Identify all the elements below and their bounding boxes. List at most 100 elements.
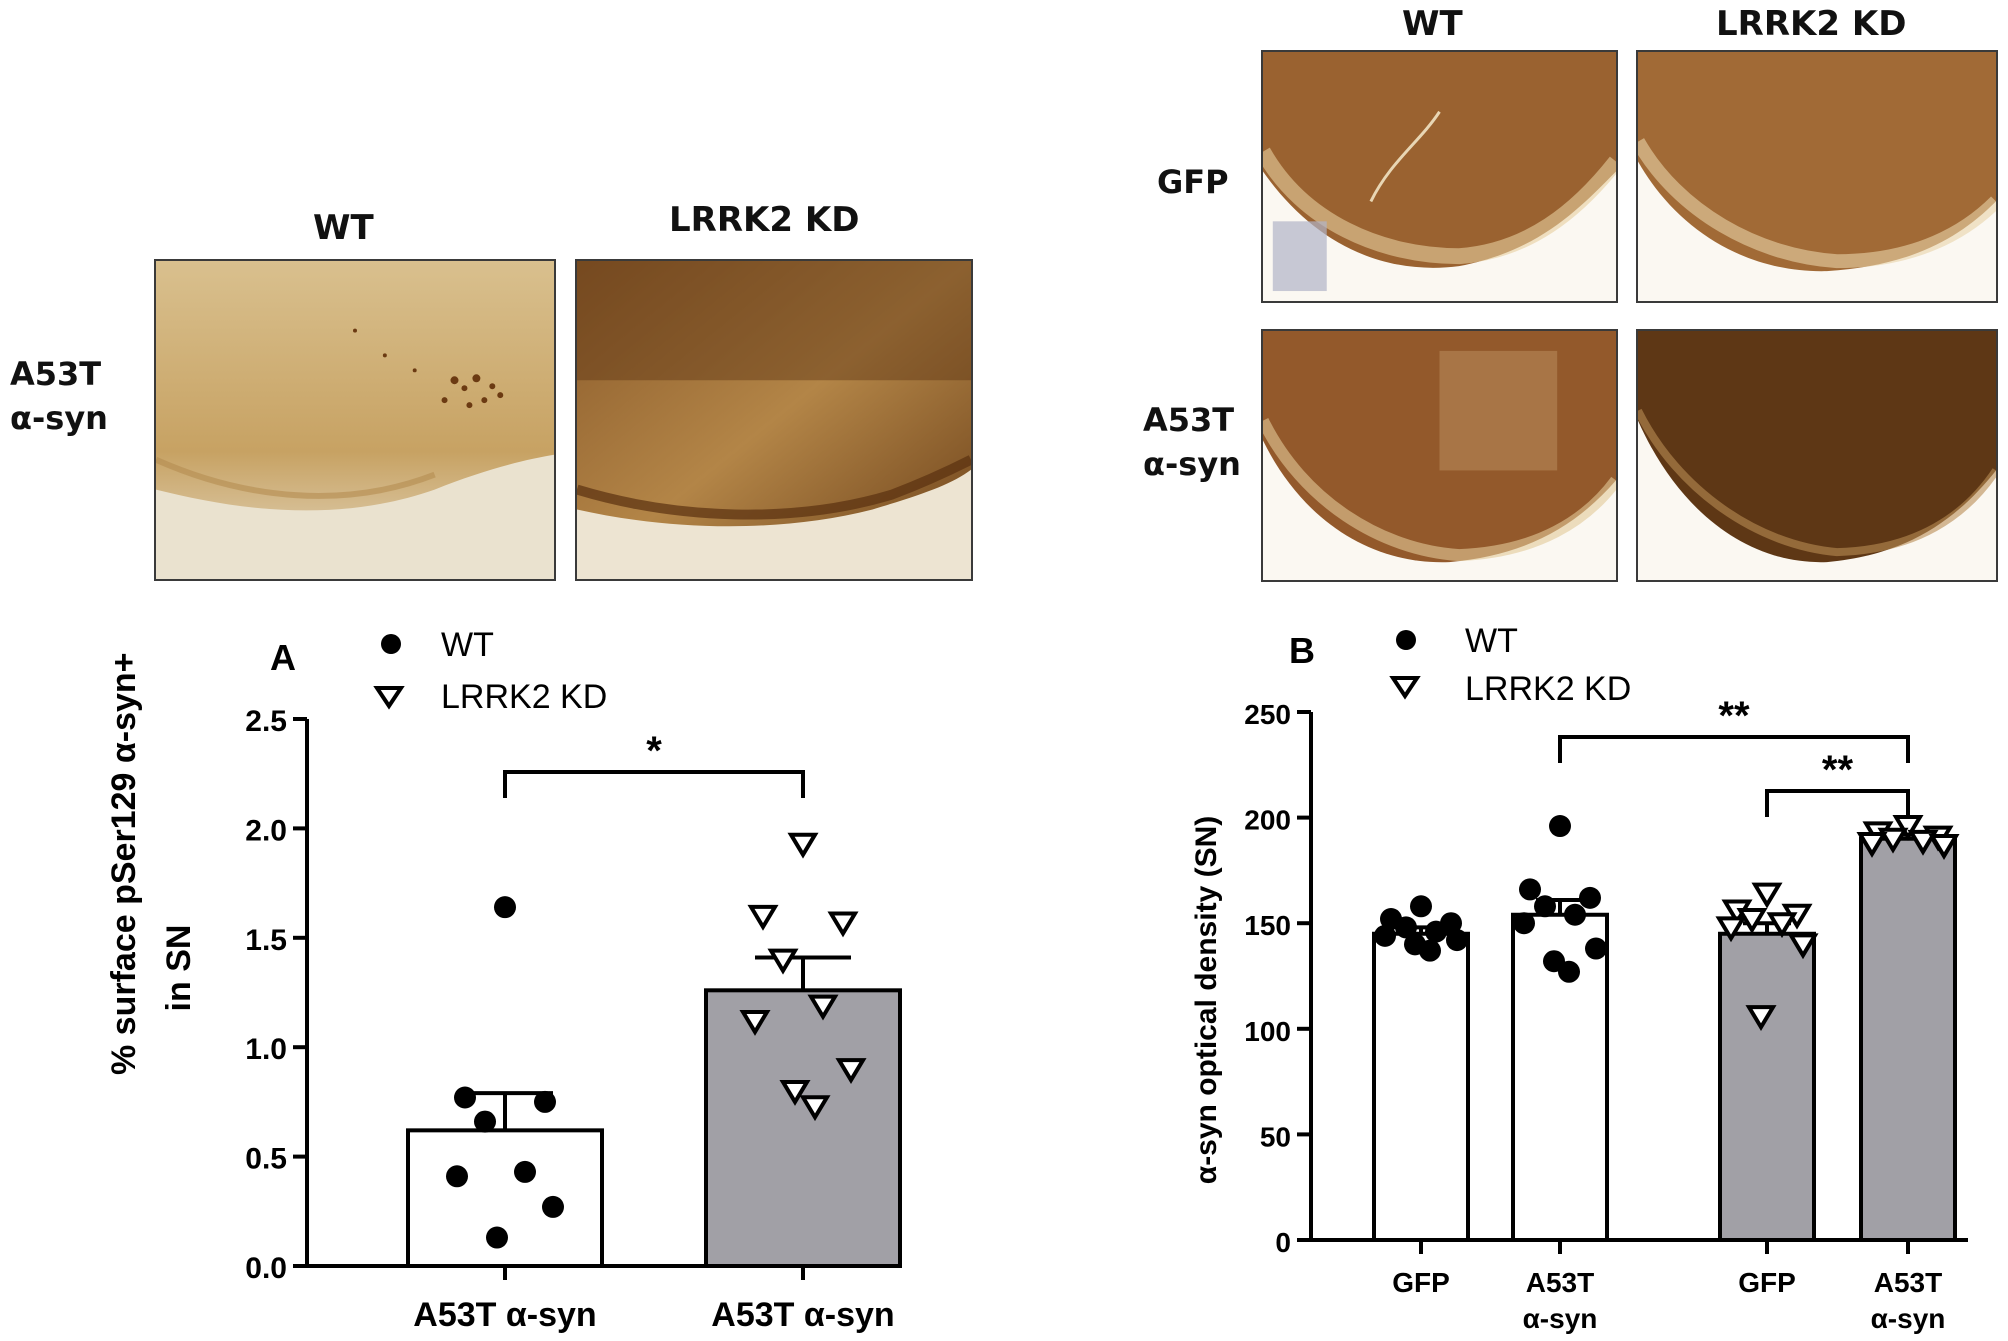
chart-a-ytick-label: 0.0 bbox=[245, 1252, 287, 1285]
chart-a-bar bbox=[406, 1128, 604, 1268]
chart-a-panel-letter: A bbox=[270, 637, 296, 678]
chart-b-point bbox=[1745, 1005, 1777, 1032]
chart-b-point bbox=[1892, 815, 1924, 841]
chart-b-point bbox=[1928, 834, 1960, 860]
chart-b-point bbox=[1751, 882, 1783, 909]
chart-b-significance-label: ** bbox=[1718, 694, 1750, 738]
micrograph-wt-a53t bbox=[154, 259, 556, 581]
right-row-label-a53t: A53T α-syn bbox=[1143, 398, 1241, 486]
chart-a-legend-wt-label: WT bbox=[441, 626, 494, 664]
chart-b-significance-bracket bbox=[1558, 735, 1910, 763]
chart-b-legend-lrrk2kd-label: LRRK2 KD bbox=[1465, 670, 1631, 708]
chart-a-point bbox=[827, 911, 859, 938]
chart-a-point bbox=[446, 1165, 468, 1188]
chart-b-point bbox=[1715, 916, 1747, 943]
micrograph-a53t-lrrk2kd bbox=[1636, 329, 1998, 582]
chart-a-point bbox=[474, 1110, 496, 1133]
chart-b-point bbox=[1877, 827, 1909, 854]
chart-b-legend-wt-marker bbox=[1396, 630, 1416, 650]
chart-b: 0 50 100 150 200 250 GFP A53T α-syn GFP A53T α-syn *… bbox=[1244, 694, 1968, 1334]
chart-b-category-label: GFP bbox=[1392, 1267, 1450, 1298]
chart-b-point bbox=[1579, 886, 1601, 909]
micrograph-gfp-lrrk2kd bbox=[1636, 50, 1998, 303]
chart-b-panel-letter: B bbox=[1289, 630, 1315, 671]
chart-b-ytick-label: 50 bbox=[1260, 1121, 1291, 1152]
chart-a-legend-lrrk2kd-label: LRRK2 KD bbox=[441, 678, 607, 716]
chart-b-ytick-label: 250 bbox=[1244, 699, 1291, 730]
left-col-label-wt: WT bbox=[313, 208, 374, 248]
chart-b-bar bbox=[1859, 836, 1957, 1242]
chart-b-point bbox=[1419, 939, 1441, 962]
chart-b-ylabel: α-syn optical density (SN) bbox=[1190, 816, 1223, 1185]
chart-a-point bbox=[767, 948, 799, 975]
chart-a-point bbox=[494, 896, 516, 919]
chart-b-point bbox=[1425, 920, 1447, 943]
chart-a-legend-lrrk2kd-marker bbox=[373, 686, 405, 710]
chart-a-point bbox=[486, 1226, 508, 1249]
chart-b-ytick-label: 0 bbox=[1275, 1227, 1291, 1258]
micrograph-gfp-wt bbox=[1261, 50, 1618, 303]
chart-a-ytick-label: 0.5 bbox=[245, 1143, 287, 1176]
chart-a-point bbox=[514, 1160, 536, 1183]
chart-a-ylabel-line1: % surface pSer129 α-syn+ bbox=[105, 652, 143, 1075]
chart-a-ylabel-line2: in SN bbox=[160, 925, 198, 1012]
chart-a-legend-wt-marker bbox=[381, 634, 401, 654]
chart-b-category-label: α-syn bbox=[1523, 1303, 1598, 1334]
left-row-label-line1: A53T bbox=[10, 355, 102, 393]
right-col-label-wt: WT bbox=[1402, 4, 1463, 44]
chart-b-point bbox=[1374, 924, 1396, 947]
chart-a-point bbox=[747, 904, 779, 931]
chart-a-ytick-label: 2.0 bbox=[245, 814, 287, 847]
chart-b-legend-lrrk2kd-marker bbox=[1389, 676, 1421, 700]
chart-a-bar bbox=[704, 988, 902, 1268]
right-row-label-gfp-line1: GFP bbox=[1157, 163, 1229, 201]
chart-b-point bbox=[1766, 912, 1798, 939]
right-row-label-a53t-line2: α-syn bbox=[1143, 445, 1241, 483]
left-col-label-lrrk2kd: LRRK2 KD bbox=[669, 200, 860, 240]
chart-a-ytick-label: 1.5 bbox=[245, 924, 287, 957]
chart-b-category-label: α-syn bbox=[1871, 1303, 1946, 1334]
micrograph-a53t-wt bbox=[1261, 329, 1618, 582]
chart-b-ytick-label: 200 bbox=[1244, 805, 1291, 836]
chart-b-point bbox=[1446, 929, 1468, 952]
chart-b-point bbox=[1856, 831, 1888, 858]
chart-b-category-label: A53T bbox=[1526, 1267, 1594, 1298]
chart-b-point bbox=[1907, 829, 1939, 856]
chart-a-ytick-label: 2.5 bbox=[245, 705, 287, 738]
chart-b-legend-wt-label: WT bbox=[1465, 622, 1518, 660]
chart-b-point bbox=[1585, 937, 1607, 960]
chart-a-category-label: A53T α-syn bbox=[413, 1296, 596, 1334]
chart-b-point bbox=[1564, 903, 1586, 926]
chart-b-point bbox=[1519, 878, 1541, 901]
chart-a-significance-label: * bbox=[646, 729, 662, 773]
chart-a-category-label: A53T α-syn bbox=[711, 1296, 894, 1334]
chart-b-point bbox=[1410, 895, 1432, 918]
right-col-label-lrrk2kd: LRRK2 KD bbox=[1716, 4, 1907, 44]
chart-a-point bbox=[807, 994, 839, 1021]
left-row-label-line2: α-syn bbox=[10, 399, 108, 437]
chart-b-point bbox=[1534, 895, 1556, 918]
chart-b-point bbox=[1736, 907, 1768, 934]
chart-a-point bbox=[787, 832, 819, 859]
chart-b-category-label: GFP bbox=[1738, 1267, 1796, 1298]
chart-a-point bbox=[779, 1079, 811, 1106]
chart-b-point bbox=[1558, 960, 1580, 983]
left-row-label: A53T α-syn bbox=[10, 352, 108, 440]
chart-b-ytick-label: 150 bbox=[1244, 910, 1291, 941]
chart-b-bar bbox=[1372, 931, 1470, 1242]
chart-a-ytick-label: 1.0 bbox=[245, 1033, 287, 1066]
chart-a-point bbox=[799, 1095, 831, 1122]
chart-a-point bbox=[534, 1090, 556, 1113]
chart-b-point bbox=[1549, 815, 1571, 838]
chart-b-significance-label: ** bbox=[1822, 748, 1854, 792]
chart-b-ytick-label: 100 bbox=[1244, 1016, 1291, 1047]
chart-a: 0.0 0.5 1.0 1.5 2.0 2.5 A53T α-syn A53T α-syn * bbox=[245, 705, 902, 1334]
chart-b-point bbox=[1787, 933, 1819, 960]
right-row-label-gfp: GFP bbox=[1157, 160, 1229, 204]
chart-b-significance-bracket bbox=[1765, 789, 1910, 817]
chart-b-category-label: A53T bbox=[1874, 1267, 1942, 1298]
chart-a-point bbox=[835, 1058, 867, 1084]
chart-a-point bbox=[739, 1009, 771, 1036]
chart-a-point bbox=[454, 1086, 476, 1109]
